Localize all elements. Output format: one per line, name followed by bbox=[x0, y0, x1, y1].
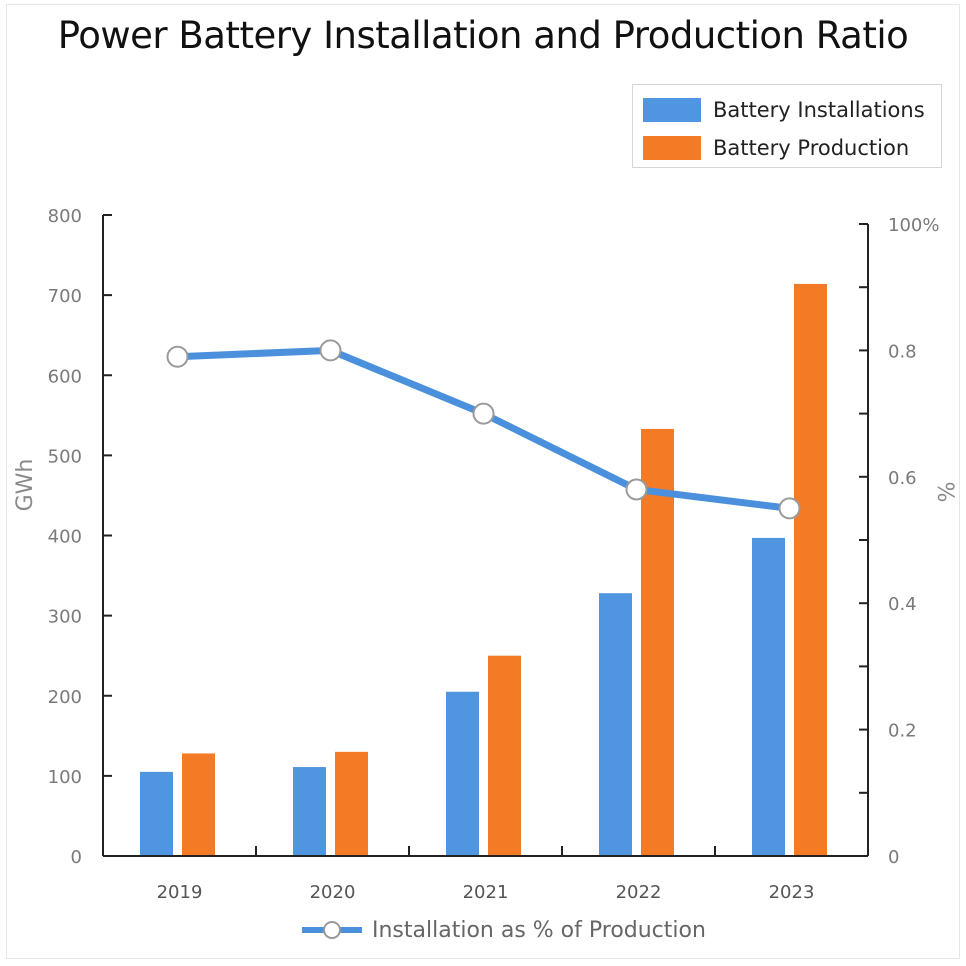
bar-battery-installations bbox=[140, 771, 173, 856]
y-tick-label-right: 0 bbox=[888, 847, 899, 868]
line-point-ratio bbox=[472, 402, 495, 425]
x-tick-label: 2019 bbox=[157, 882, 203, 903]
bar-battery-production bbox=[182, 753, 215, 856]
legend-swatch-production bbox=[643, 136, 701, 160]
line-legend-label: Installation as % of Production bbox=[372, 917, 706, 943]
bar-battery-installations bbox=[599, 593, 632, 856]
y-tick-label-left: 700 bbox=[48, 286, 82, 307]
bar-battery-production bbox=[335, 751, 368, 856]
bar-battery-installations bbox=[752, 537, 785, 856]
bar-legend: Battery Installations Battery Production bbox=[632, 84, 942, 168]
y-tick-label-right: 0.2 bbox=[888, 721, 917, 742]
line-point-ratio bbox=[625, 478, 648, 501]
legend-item-installations: Battery Installations bbox=[643, 97, 925, 123]
line-point-ratio bbox=[166, 345, 189, 368]
y-tick-label-left: 500 bbox=[48, 446, 82, 467]
legend-swatch-installations bbox=[643, 98, 701, 122]
y-tick-label-left: 0 bbox=[71, 847, 82, 868]
legend-item-production: Battery Production bbox=[643, 135, 909, 161]
y-tick-label-right: 0.4 bbox=[888, 594, 917, 615]
line-legend-marker-icon bbox=[302, 921, 362, 939]
y-tick-label-left: 400 bbox=[48, 527, 82, 548]
x-tick-label: 2023 bbox=[769, 882, 815, 903]
y-tick-label-right: 0.8 bbox=[888, 341, 917, 362]
y-axis-title-left: GWh bbox=[13, 459, 38, 512]
bar-battery-installations bbox=[446, 691, 479, 856]
bar-battery-production bbox=[488, 655, 521, 856]
y-tick-label-left: 600 bbox=[48, 366, 82, 387]
bar-battery-production bbox=[794, 283, 827, 857]
line-ratio bbox=[177, 346, 790, 512]
bar-battery-production bbox=[641, 428, 674, 856]
y-axis-title-right: % bbox=[932, 482, 957, 503]
chart-title: Power Battery Installation and Productio… bbox=[57, 14, 909, 57]
y-tick-label-right: 100% bbox=[888, 215, 939, 236]
y-tick-label-left: 100 bbox=[48, 767, 82, 788]
legend-label-installations: Battery Installations bbox=[713, 98, 925, 122]
y-tick-label-left: 300 bbox=[48, 607, 82, 628]
y-tick-label-right: 0.6 bbox=[888, 468, 917, 489]
line-legend: Installation as % of Production bbox=[300, 914, 706, 946]
y-tick-label-left: 200 bbox=[48, 687, 82, 708]
x-tick-label: 2021 bbox=[463, 882, 509, 903]
line-point-ratio bbox=[778, 497, 801, 520]
y-tick-label-left: 800 bbox=[48, 206, 82, 227]
chart-frame bbox=[6, 4, 960, 959]
line-point-ratio bbox=[319, 339, 342, 362]
x-tick-label: 2022 bbox=[616, 882, 662, 903]
x-tick-label: 2020 bbox=[310, 882, 356, 903]
bar-battery-installations bbox=[293, 767, 326, 856]
legend-label-production: Battery Production bbox=[713, 136, 910, 160]
